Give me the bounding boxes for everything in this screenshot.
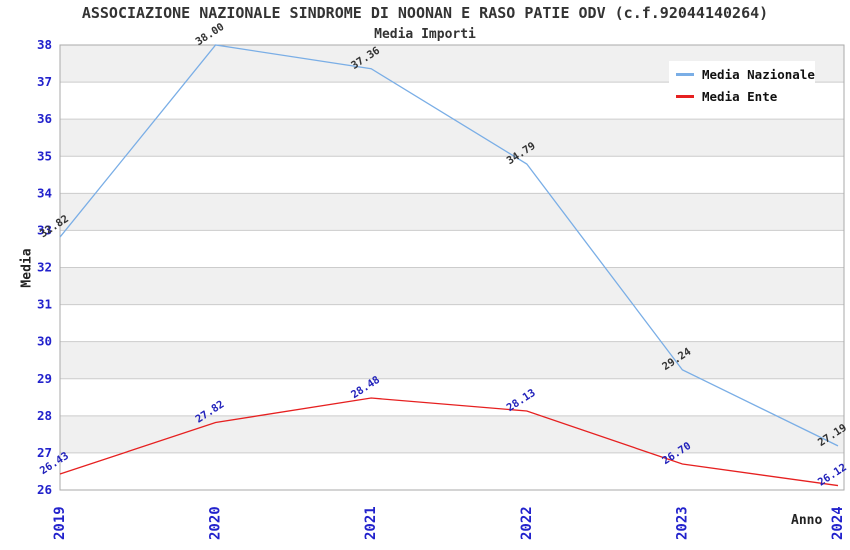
y-tick-label: 36: [37, 111, 52, 126]
legend-item-media-nazionale: Media Nazionale: [676, 67, 815, 82]
grid-band: [60, 119, 844, 157]
x-tick-label: 2022: [519, 506, 535, 540]
y-tick-label: 38: [37, 37, 52, 52]
y-tick-label: 30: [37, 334, 52, 349]
y-tick-label: 26: [37, 482, 52, 497]
x-tick-label: 2024: [830, 506, 846, 540]
x-tick-label: 2021: [363, 506, 379, 540]
chart-title: ASSOCIAZIONE NAZIONALE SINDROME DI NOONA…: [81, 4, 769, 22]
legend-label-ente: Media Ente: [702, 89, 778, 104]
x-tick-label: 2023: [674, 506, 690, 540]
x-tick-label: 2020: [208, 506, 224, 540]
grid-band: [60, 193, 844, 231]
legend: Media Nazionale Media Ente: [669, 61, 815, 110]
series-line-media-nazionale: [59, 44, 839, 447]
y-tick-label: 28: [37, 408, 52, 423]
legend-item-media-ente: Media Ente: [676, 89, 808, 104]
y-tick-label: 32: [37, 260, 52, 275]
y-tick-label: 37: [37, 74, 52, 89]
y-axis-title: Media: [19, 248, 35, 288]
x-tick-label: 2019: [52, 506, 68, 540]
grid-band: [60, 230, 844, 268]
grid-band: [60, 156, 844, 194]
y-tick-label: 34: [37, 185, 52, 200]
grid-band: [60, 341, 844, 379]
grid-band: [60, 452, 844, 490]
series-line-media-ente: [59, 397, 839, 487]
y-tick-label: 27: [37, 445, 52, 460]
grid-band: [60, 378, 844, 416]
legend-label-nazionale: Media Nazionale: [702, 67, 815, 82]
grid-band: [60, 304, 844, 342]
grid-band: [60, 415, 844, 453]
legend-swatch-ente-icon: [676, 95, 694, 98]
y-tick-label: 33: [37, 222, 52, 237]
y-tick-label: 31: [37, 297, 52, 312]
y-tick-label: 35: [37, 148, 52, 163]
point-label-media-nazionale: 38.00: [193, 21, 226, 48]
x-axis-title: Anno: [791, 513, 823, 528]
y-tick-label: 29: [37, 371, 52, 386]
plot-border: [59, 44, 845, 491]
legend-swatch-nazionale-icon: [676, 73, 694, 76]
chart-subtitle: Media Importi: [374, 27, 476, 42]
grid-band: [60, 267, 844, 305]
